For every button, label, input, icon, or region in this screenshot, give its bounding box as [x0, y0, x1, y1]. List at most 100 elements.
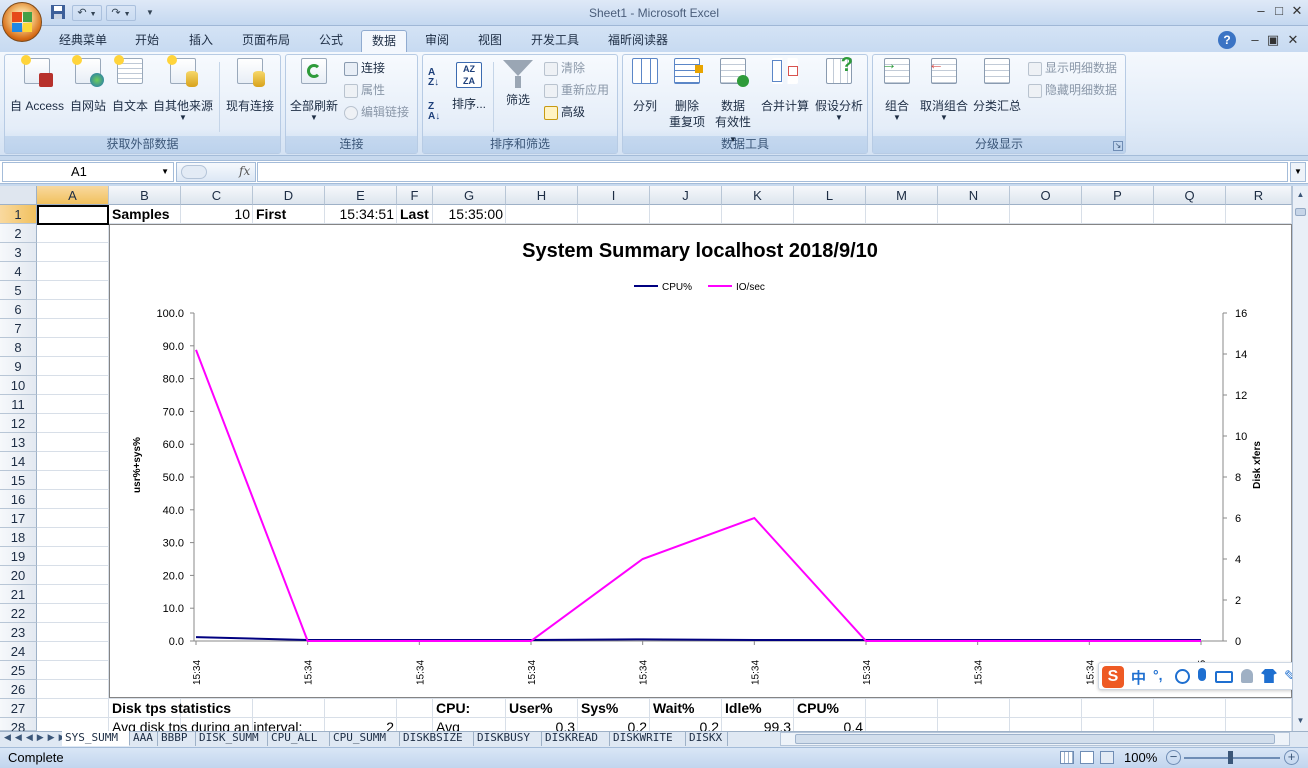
- undo-button[interactable]: ↶ ▼: [72, 5, 102, 21]
- ime-toolbar[interactable]: S 中 °, ✎: [1098, 662, 1304, 690]
- sheet-tab-diskwrite[interactable]: DISKWRITE: [610, 731, 686, 746]
- cell-j28[interactable]: 0.2: [699, 719, 719, 731]
- cell-b27[interactable]: Disk tps statistics: [112, 700, 232, 716]
- row-header-19[interactable]: 19: [0, 547, 37, 566]
- sheet-tab-diskx[interactable]: DISKX: [686, 731, 728, 746]
- column-header-f[interactable]: F: [397, 186, 433, 205]
- from-web-button[interactable]: 自网站: [68, 55, 108, 114]
- column-header-m[interactable]: M: [866, 186, 938, 205]
- cell-i27[interactable]: Sys%: [581, 700, 619, 716]
- column-header-g[interactable]: G: [433, 186, 506, 205]
- sort-ascending-icon[interactable]: A Z↓: [428, 67, 440, 88]
- row-header-5[interactable]: 5: [0, 281, 37, 300]
- row-header-23[interactable]: 23: [0, 623, 37, 642]
- consolidate-button[interactable]: 合并计算: [758, 58, 812, 114]
- column-header-e[interactable]: E: [325, 186, 397, 205]
- sheet-tab-disk-summ[interactable]: DISK_SUMM: [196, 731, 268, 746]
- cell-b28[interactable]: Avg disk tps during an interval:: [112, 719, 303, 731]
- help-icon[interactable]: ?: [1218, 31, 1236, 49]
- cell-k28[interactable]: 99.3: [763, 719, 791, 731]
- tab-insert[interactable]: 插入: [188, 33, 213, 47]
- chevron-down-icon[interactable]: ▼: [161, 167, 169, 176]
- formula-input[interactable]: [257, 162, 1288, 182]
- tab-page-layout[interactable]: 页面布局: [241, 33, 290, 47]
- save-icon[interactable]: [50, 4, 66, 22]
- cell-h28[interactable]: 0.3: [555, 719, 575, 731]
- row-header-11[interactable]: 11: [0, 395, 37, 414]
- column-header-j[interactable]: J: [650, 186, 722, 205]
- from-text-button[interactable]: 自文本: [110, 55, 150, 114]
- existing-connections-button[interactable]: 现有连接: [222, 58, 278, 114]
- insert-function-icon[interactable]: fx: [239, 164, 251, 178]
- row-header-2[interactable]: 2: [0, 224, 37, 243]
- row-header-6[interactable]: 6: [0, 300, 37, 319]
- close-button[interactable]: ✕: [1291, 3, 1303, 18]
- column-header-c[interactable]: C: [181, 186, 253, 205]
- tab-formulas[interactable]: 公式: [318, 33, 343, 47]
- cell-b1[interactable]: Samples: [112, 206, 170, 222]
- row-header-21[interactable]: 21: [0, 585, 37, 604]
- scroll-thumb[interactable]: [1295, 208, 1306, 216]
- cell-d1[interactable]: First: [256, 206, 287, 222]
- ungroup-button[interactable]: ← 取消组合 ▼: [918, 57, 970, 122]
- sheet-tab-bbbp[interactable]: BBBP: [158, 731, 196, 746]
- chart-object[interactable]: System Summary localhost 2018/9/10 CPU% I…: [109, 224, 1292, 698]
- expand-formula-bar-icon[interactable]: ▼: [1290, 162, 1306, 182]
- horizontal-scroll-thumb[interactable]: [795, 734, 1275, 744]
- doc-close-button[interactable]: ✕: [1287, 32, 1299, 47]
- column-header-n[interactable]: N: [938, 186, 1010, 205]
- column-header-d[interactable]: D: [253, 186, 325, 205]
- ime-punctuation-toggle[interactable]: °,: [1153, 667, 1163, 683]
- column-header-l[interactable]: L: [794, 186, 866, 205]
- row-header-10[interactable]: 10: [0, 376, 37, 395]
- horizontal-scrollbar[interactable]: [780, 732, 1290, 746]
- row-header-16[interactable]: 16: [0, 490, 37, 509]
- row-header-9[interactable]: 9: [0, 357, 37, 376]
- row-header-17[interactable]: 17: [0, 509, 37, 528]
- name-box[interactable]: A1 ▼: [2, 162, 174, 182]
- select-all-corner[interactable]: [0, 186, 37, 205]
- doc-restore-button[interactable]: ▣: [1266, 32, 1280, 47]
- group-button[interactable]: → 组合 ▼: [878, 57, 916, 122]
- tab-view[interactable]: 视图: [477, 33, 502, 47]
- tab-classic-menu[interactable]: 经典菜单: [58, 33, 107, 47]
- maximize-button[interactable]: □: [1275, 3, 1283, 18]
- tab-developer[interactable]: 开发工具: [530, 33, 579, 47]
- remove-duplicates-button[interactable]: 删除 重复项: [667, 58, 707, 130]
- skin-icon[interactable]: [1261, 669, 1277, 683]
- row-header-24[interactable]: 24: [0, 642, 37, 661]
- column-header-b[interactable]: B: [109, 186, 181, 205]
- tab-data[interactable]: 数据: [361, 30, 407, 52]
- column-header-i[interactable]: I: [578, 186, 650, 205]
- zoom-level[interactable]: 100%: [1124, 750, 1158, 765]
- minimize-button[interactable]: –: [1257, 3, 1265, 18]
- cell-d28[interactable]: 2: [386, 719, 394, 731]
- office-button[interactable]: [2, 2, 42, 42]
- cell-e1[interactable]: 15:34:51: [339, 206, 395, 222]
- redo-button[interactable]: ↷ ▼: [106, 5, 136, 21]
- scroll-down-icon[interactable]: ▼: [1296, 716, 1305, 725]
- microphone-icon[interactable]: [1198, 668, 1206, 681]
- cell-i28[interactable]: 0.2: [627, 719, 647, 731]
- from-other-sources-button[interactable]: 自其他来源 ▼: [150, 55, 216, 122]
- keyboard-icon[interactable]: [1215, 671, 1233, 683]
- row-header-15[interactable]: 15: [0, 471, 37, 490]
- sheet-tab-sys-summ[interactable]: SYS_SUMM: [62, 731, 130, 746]
- vertical-scrollbar[interactable]: ▲ ▼: [1292, 186, 1308, 731]
- user-icon[interactable]: [1241, 669, 1253, 683]
- row-header-26[interactable]: 26: [0, 680, 37, 699]
- row-header-18[interactable]: 18: [0, 528, 37, 547]
- active-cell-a1[interactable]: [37, 205, 109, 225]
- connections-button[interactable]: 连接: [344, 60, 416, 76]
- row-header-8[interactable]: 8: [0, 338, 37, 357]
- customize-qat-button[interactable]: ▼: [146, 4, 154, 22]
- page-break-view-icon[interactable]: [1100, 751, 1114, 764]
- sheet-tab-diskread[interactable]: DISKREAD: [542, 731, 610, 746]
- row-header-27[interactable]: 27: [0, 699, 37, 718]
- normal-view-icon[interactable]: [1060, 751, 1074, 764]
- cell-c1[interactable]: 10: [234, 206, 250, 222]
- advanced-filter-button[interactable]: 高级: [544, 104, 616, 120]
- column-header-q[interactable]: Q: [1154, 186, 1226, 205]
- column-header-k[interactable]: K: [722, 186, 794, 205]
- sheet-tab-diskbusy[interactable]: DISKBUSY: [474, 731, 542, 746]
